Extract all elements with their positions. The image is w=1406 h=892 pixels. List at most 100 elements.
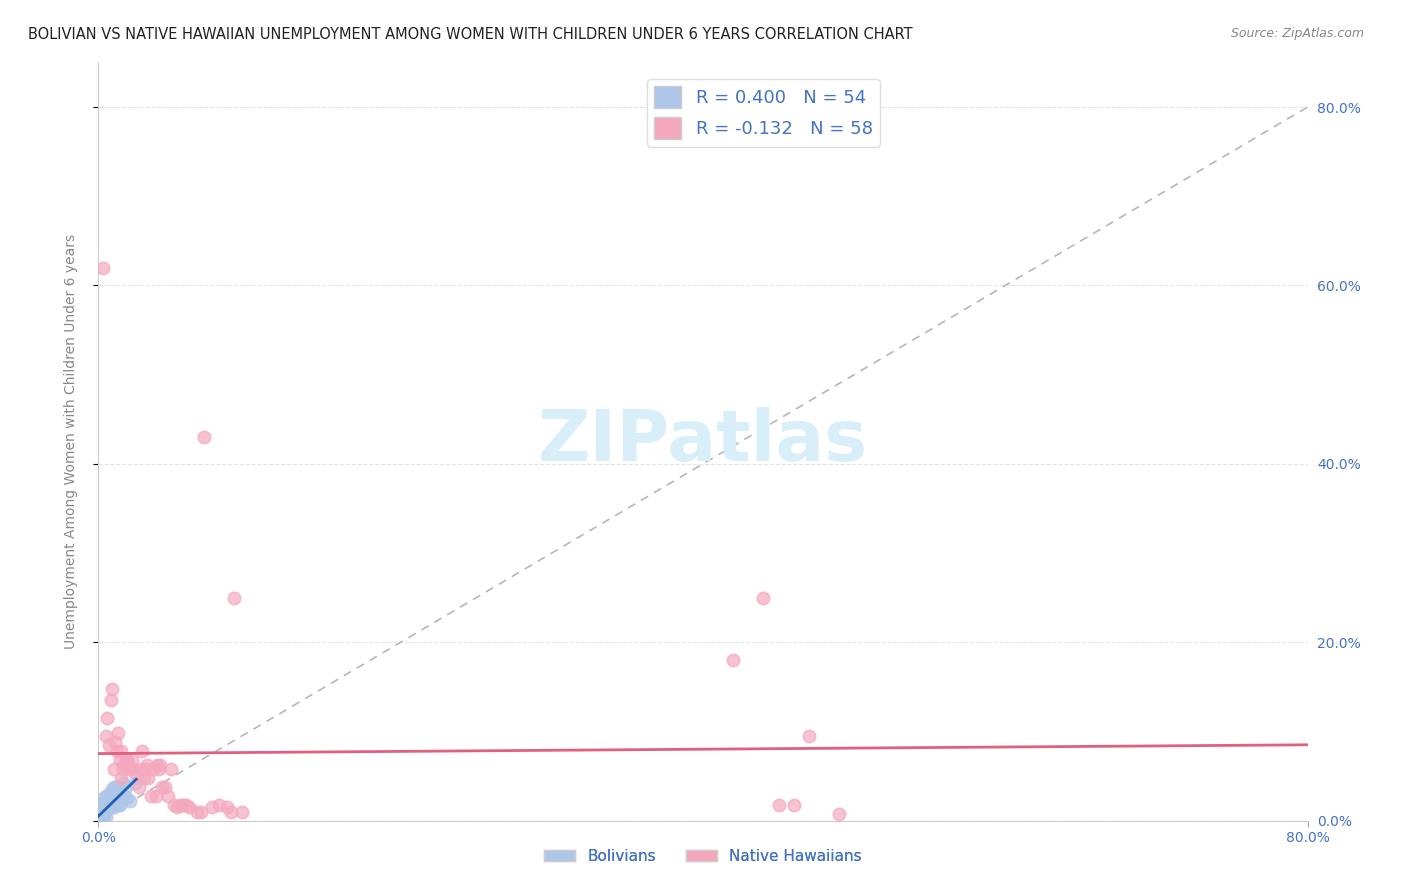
Point <box>190 805 212 819</box>
Point <box>179 800 201 814</box>
Point <box>166 800 188 814</box>
Point <box>118 762 141 776</box>
Point <box>115 791 138 805</box>
Point <box>103 787 125 801</box>
Point <box>135 758 157 772</box>
Point <box>87 814 110 828</box>
Point <box>108 797 131 812</box>
Point <box>94 796 117 810</box>
Point <box>215 800 238 814</box>
Point <box>172 797 194 812</box>
Point <box>193 430 215 444</box>
Point <box>142 762 165 776</box>
Point <box>129 762 152 776</box>
Point <box>100 797 122 812</box>
Point <box>90 811 112 825</box>
Point <box>96 797 118 812</box>
Legend: Bolivians, Native Hawaiians: Bolivians, Native Hawaiians <box>538 843 868 870</box>
Point <box>101 782 124 797</box>
Point <box>146 758 169 772</box>
Point <box>723 653 745 667</box>
Point <box>89 811 111 825</box>
Point <box>149 758 172 772</box>
Point <box>797 729 820 743</box>
Point <box>91 811 114 825</box>
Point <box>98 794 121 808</box>
Point <box>150 780 173 794</box>
Point <box>201 800 224 814</box>
Text: Source: ZipAtlas.com: Source: ZipAtlas.com <box>1230 27 1364 40</box>
Point <box>112 758 135 772</box>
Point <box>160 762 183 776</box>
Point <box>89 812 111 826</box>
Point <box>145 789 167 803</box>
Y-axis label: Unemployment Among Women with Children Under 6 years: Unemployment Among Women with Children U… <box>63 234 77 649</box>
Point <box>110 787 132 801</box>
Point <box>90 803 112 817</box>
Point <box>96 803 118 817</box>
Point <box>132 771 155 785</box>
Point <box>94 800 117 814</box>
Point <box>104 791 127 805</box>
Point <box>90 813 112 827</box>
Point <box>208 797 231 812</box>
Point <box>103 780 125 794</box>
Point <box>163 797 186 812</box>
Point <box>94 789 117 803</box>
Point <box>100 789 122 803</box>
Point <box>103 800 125 814</box>
Point <box>87 814 110 828</box>
Point <box>89 813 111 827</box>
Point <box>89 810 111 824</box>
Text: ZIPatlas: ZIPatlas <box>538 407 868 476</box>
Point <box>101 791 124 805</box>
Point <box>124 776 146 790</box>
Point <box>153 780 176 794</box>
Point <box>93 797 115 812</box>
Point <box>111 776 134 790</box>
Point <box>90 805 112 819</box>
Point <box>768 797 790 812</box>
Point <box>104 735 127 749</box>
Point <box>107 797 129 812</box>
Text: BOLIVIAN VS NATIVE HAWAIIAN UNEMPLOYMENT AMONG WOMEN WITH CHILDREN UNDER 6 YEARS: BOLIVIAN VS NATIVE HAWAIIAN UNEMPLOYMENT… <box>28 27 912 42</box>
Point <box>107 780 129 794</box>
Point <box>100 693 122 707</box>
Point <box>112 789 135 803</box>
Point <box>90 812 112 826</box>
Point <box>141 789 163 803</box>
Point <box>111 762 134 776</box>
Point <box>90 806 112 821</box>
Point <box>87 814 110 828</box>
Point <box>752 591 775 605</box>
Point <box>115 753 138 767</box>
Point <box>125 767 148 781</box>
Point <box>91 796 114 810</box>
Point <box>156 789 179 803</box>
Point <box>224 591 246 605</box>
Point <box>128 780 150 794</box>
Point <box>136 771 159 785</box>
Point <box>114 780 136 794</box>
Point <box>110 744 132 758</box>
Point <box>134 762 156 776</box>
Point <box>103 762 125 776</box>
Point <box>107 726 129 740</box>
Point <box>87 812 110 826</box>
Point <box>96 711 118 725</box>
Point <box>131 744 153 758</box>
Point <box>91 260 114 275</box>
Point <box>91 808 114 822</box>
Point <box>105 794 128 808</box>
Point <box>101 681 124 696</box>
Point <box>108 753 131 767</box>
Point <box>122 762 145 776</box>
Point <box>90 814 112 828</box>
Point <box>148 762 170 776</box>
Point <box>174 797 197 812</box>
Point <box>89 814 111 828</box>
Point <box>98 787 121 801</box>
Point <box>94 729 117 743</box>
Point <box>114 753 136 767</box>
Point <box>169 797 191 812</box>
